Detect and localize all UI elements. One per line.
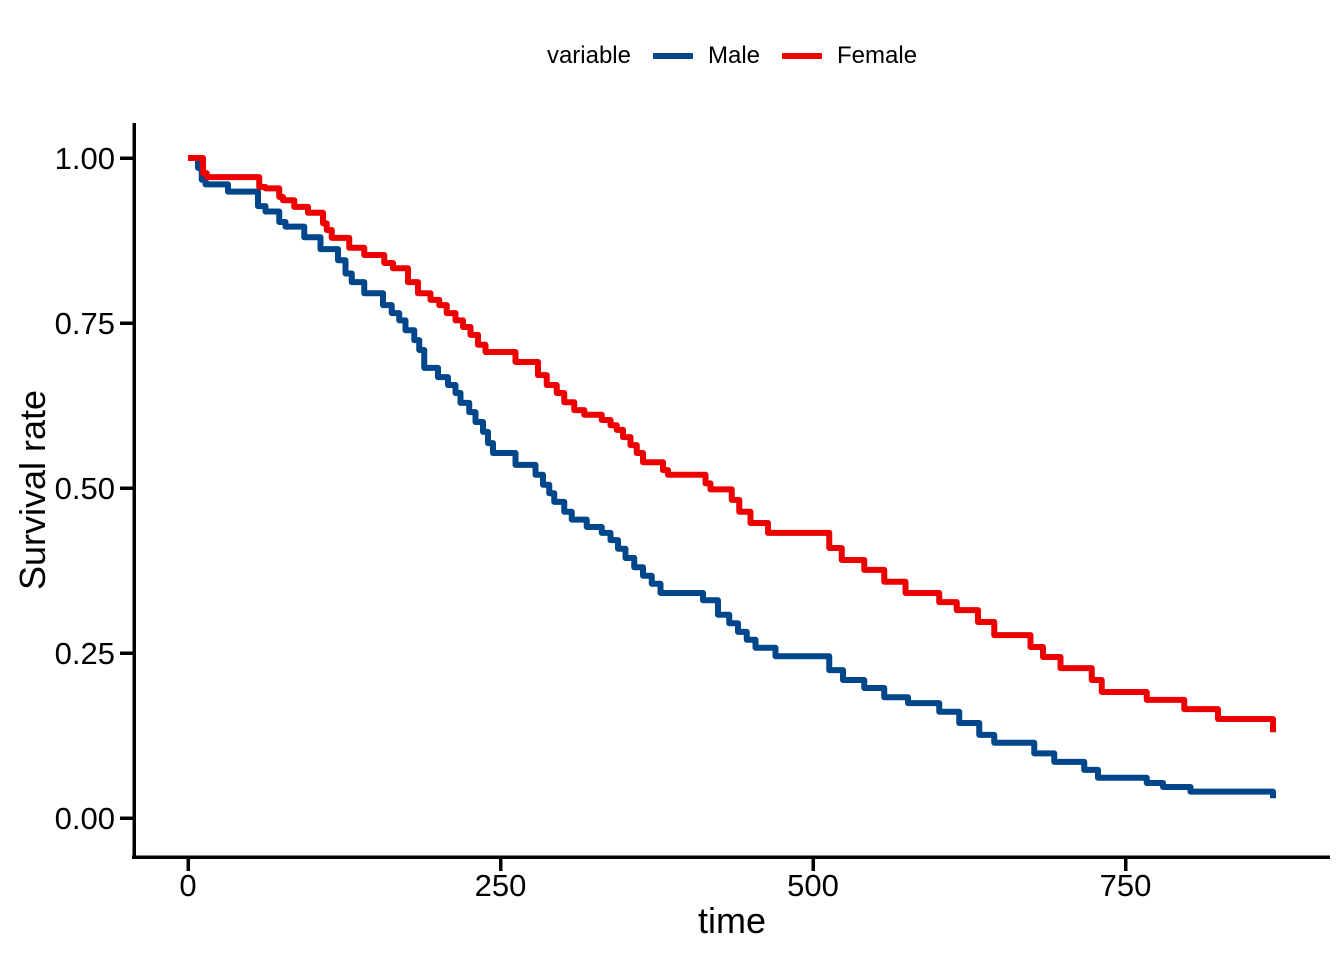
y-tick-label: 0.75 xyxy=(55,306,115,341)
female-line-swatch-icon xyxy=(782,53,823,59)
legend-label-female: Female xyxy=(837,42,918,69)
axis-ticks: 0.00 0.25 0.50 0.75 1.00 0 250 500 750 xyxy=(55,141,1152,903)
y-tick-label: 0.25 xyxy=(55,636,115,671)
x-tick-label: 0 xyxy=(179,868,196,903)
x-tick-label: 250 xyxy=(475,868,527,903)
female-survival-curve xyxy=(188,155,1276,733)
x-axis-title: time xyxy=(697,900,767,941)
legend-label-male: Male xyxy=(707,42,761,69)
male-line-swatch-icon xyxy=(652,53,693,59)
male-survival-curve xyxy=(188,155,1276,799)
y-tick-label: 0.50 xyxy=(55,471,115,506)
y-tick-label: 0.00 xyxy=(55,801,115,836)
legend-title: variable xyxy=(546,42,631,69)
x-tick-label: 750 xyxy=(1100,868,1152,903)
y-tick-label: 1.00 xyxy=(55,141,115,176)
legend-item-male: Male xyxy=(652,42,761,70)
chart-legend: variable Male Female xyxy=(134,36,1330,76)
legend-item-female: Female xyxy=(782,42,917,70)
x-tick-label: 500 xyxy=(787,868,839,903)
series-lines xyxy=(188,155,1276,799)
